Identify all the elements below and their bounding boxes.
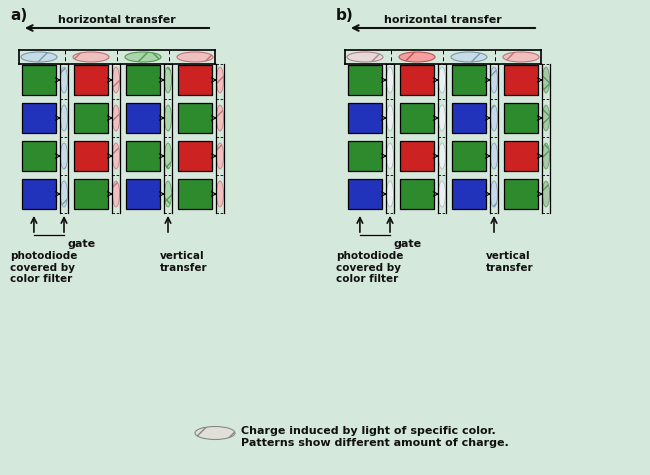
Ellipse shape bbox=[216, 181, 224, 207]
Ellipse shape bbox=[164, 143, 172, 169]
Text: horizontal transfer: horizontal transfer bbox=[384, 15, 502, 25]
Text: gate: gate bbox=[68, 239, 96, 249]
Ellipse shape bbox=[491, 105, 497, 131]
Ellipse shape bbox=[164, 181, 172, 207]
Ellipse shape bbox=[451, 52, 487, 62]
Bar bbox=[504, 65, 538, 95]
Ellipse shape bbox=[439, 143, 445, 169]
Ellipse shape bbox=[177, 52, 213, 62]
Ellipse shape bbox=[347, 52, 383, 62]
Ellipse shape bbox=[112, 143, 120, 169]
Ellipse shape bbox=[543, 67, 549, 93]
Text: vertical
transfer: vertical transfer bbox=[486, 251, 534, 273]
Ellipse shape bbox=[387, 181, 393, 207]
Ellipse shape bbox=[164, 67, 172, 93]
Ellipse shape bbox=[21, 52, 57, 62]
Text: horizontal transfer: horizontal transfer bbox=[58, 15, 176, 25]
Ellipse shape bbox=[112, 105, 120, 131]
Ellipse shape bbox=[125, 52, 161, 62]
Bar bbox=[74, 65, 108, 95]
Ellipse shape bbox=[216, 143, 224, 169]
Bar bbox=[400, 141, 434, 171]
Text: a): a) bbox=[10, 8, 27, 23]
Bar bbox=[400, 179, 434, 209]
Ellipse shape bbox=[60, 143, 68, 169]
Text: photodiode
covered by
color filter: photodiode covered by color filter bbox=[336, 251, 404, 284]
Bar bbox=[74, 141, 108, 171]
Bar bbox=[400, 103, 434, 133]
Bar bbox=[74, 103, 108, 133]
Bar bbox=[22, 103, 56, 133]
Bar bbox=[126, 141, 160, 171]
Bar bbox=[178, 141, 212, 171]
Ellipse shape bbox=[60, 67, 68, 93]
Ellipse shape bbox=[399, 52, 435, 62]
Bar bbox=[22, 179, 56, 209]
Ellipse shape bbox=[543, 181, 549, 207]
Bar bbox=[504, 179, 538, 209]
Bar bbox=[178, 65, 212, 95]
Bar bbox=[452, 65, 486, 95]
Ellipse shape bbox=[216, 105, 224, 131]
Bar bbox=[452, 103, 486, 133]
Bar bbox=[178, 103, 212, 133]
Text: Patterns show different amount of charge.: Patterns show different amount of charge… bbox=[241, 438, 509, 448]
Ellipse shape bbox=[60, 105, 68, 131]
Ellipse shape bbox=[387, 105, 393, 131]
Bar bbox=[504, 141, 538, 171]
Ellipse shape bbox=[491, 181, 497, 207]
Ellipse shape bbox=[439, 181, 445, 207]
Ellipse shape bbox=[387, 67, 393, 93]
Text: b): b) bbox=[336, 8, 354, 23]
Bar bbox=[126, 103, 160, 133]
Bar bbox=[178, 179, 212, 209]
Bar bbox=[504, 103, 538, 133]
Bar bbox=[400, 65, 434, 95]
Bar bbox=[22, 141, 56, 171]
Bar bbox=[22, 65, 56, 95]
Text: photodiode
covered by
color filter: photodiode covered by color filter bbox=[10, 251, 77, 284]
Ellipse shape bbox=[439, 105, 445, 131]
Ellipse shape bbox=[503, 52, 539, 62]
Text: gate: gate bbox=[394, 239, 422, 249]
Bar bbox=[348, 179, 382, 209]
Ellipse shape bbox=[112, 181, 120, 207]
Ellipse shape bbox=[112, 67, 120, 93]
Ellipse shape bbox=[543, 143, 549, 169]
Ellipse shape bbox=[491, 143, 497, 169]
Ellipse shape bbox=[164, 105, 172, 131]
Bar bbox=[126, 179, 160, 209]
Bar bbox=[348, 141, 382, 171]
Ellipse shape bbox=[491, 67, 497, 93]
Bar bbox=[126, 65, 160, 95]
Bar bbox=[348, 103, 382, 133]
Ellipse shape bbox=[73, 52, 109, 62]
Ellipse shape bbox=[439, 67, 445, 93]
Bar bbox=[452, 179, 486, 209]
Ellipse shape bbox=[195, 427, 235, 439]
Ellipse shape bbox=[543, 105, 549, 131]
Ellipse shape bbox=[387, 143, 393, 169]
Bar bbox=[348, 65, 382, 95]
Text: vertical
transfer: vertical transfer bbox=[160, 251, 207, 273]
Bar bbox=[452, 141, 486, 171]
Ellipse shape bbox=[216, 67, 224, 93]
Text: Charge induced by light of specific color.: Charge induced by light of specific colo… bbox=[241, 426, 496, 436]
Bar bbox=[74, 179, 108, 209]
Ellipse shape bbox=[60, 181, 68, 207]
